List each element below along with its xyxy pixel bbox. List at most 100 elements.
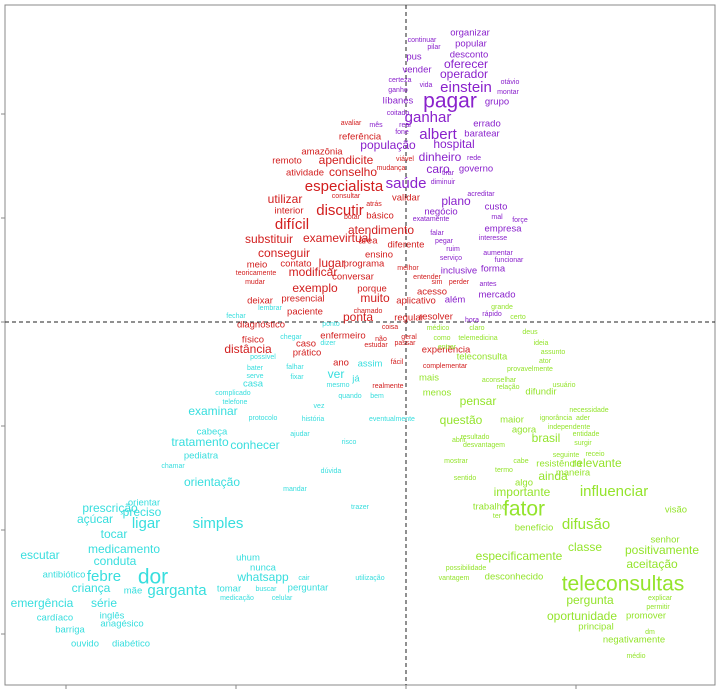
word: área [358, 236, 378, 247]
word: receio [585, 451, 604, 458]
word: teleconsultas [562, 573, 685, 596]
word: muito [360, 291, 390, 305]
word: criança [72, 581, 111, 595]
word: conversar [332, 272, 374, 283]
word: entender [413, 274, 441, 281]
word: cardíaco [37, 613, 73, 624]
word: certeza [389, 77, 412, 84]
word: desvantagem [463, 442, 505, 449]
word: ader [576, 415, 591, 422]
word: não [375, 336, 387, 343]
word: positivamente [625, 543, 699, 557]
word: risco [342, 439, 357, 446]
word: exame [303, 231, 339, 245]
word: tomar [217, 584, 241, 595]
word: ver [328, 367, 345, 381]
word: paciente [287, 307, 323, 318]
word: aplicativo [396, 296, 436, 307]
word: mesmo [327, 382, 350, 389]
word: conhecer [230, 438, 279, 452]
word: empresa [485, 224, 523, 235]
word: dor [138, 566, 168, 589]
word: tratamento [171, 435, 229, 449]
word: ganhar [405, 109, 452, 126]
word: fixar [290, 374, 304, 381]
word: ignorância [540, 415, 572, 422]
word: negativamente [603, 635, 665, 646]
word: líbanes [383, 96, 414, 107]
word: uhum [236, 553, 260, 564]
word: referência [339, 132, 382, 143]
word: viável [396, 156, 414, 163]
word: serve [246, 373, 263, 380]
word: falar [430, 230, 444, 237]
word: custo [485, 202, 508, 213]
word: baratear [464, 129, 499, 140]
word: ensino [365, 250, 393, 261]
word: provavelmente [507, 366, 553, 373]
word: fechar [226, 313, 246, 320]
word: aceitação [626, 557, 678, 571]
word: hospital [433, 137, 474, 151]
word: pegar [435, 238, 454, 245]
word: botar [344, 214, 361, 221]
word: ligar [132, 515, 160, 532]
word: ajudar [290, 431, 310, 438]
word: ainda [538, 469, 568, 483]
word: como [433, 335, 450, 342]
word: meio [247, 260, 268, 271]
word: porque [357, 284, 387, 295]
word: antibiótico [43, 570, 86, 581]
word: cabe [513, 458, 528, 465]
word: ruim [446, 246, 460, 253]
word: especificamente [476, 549, 563, 563]
word: simples [193, 515, 244, 532]
word: perder [449, 279, 470, 286]
word: ponta [343, 310, 373, 324]
word: açúcar [77, 512, 113, 526]
word: amazônia [301, 147, 343, 158]
word: teoricamente [236, 270, 277, 277]
word: tocar [101, 527, 128, 541]
word: rápido [482, 311, 502, 318]
word: bem [370, 393, 384, 400]
word: albert [419, 126, 457, 143]
word: consultar [332, 193, 361, 200]
word: visão [665, 505, 687, 516]
word: oportunidade [547, 609, 617, 623]
word: perguntar [288, 583, 329, 594]
word: prescrição [82, 501, 138, 515]
word: conduta [94, 554, 137, 568]
word: tirar [442, 170, 455, 177]
word: acreditar [467, 191, 495, 198]
word: avaliar [341, 120, 362, 127]
word: vantagem [439, 575, 470, 582]
word: garganta [147, 582, 207, 599]
word: eventualmente [369, 416, 415, 423]
word: fone [395, 129, 409, 136]
word: governo [459, 164, 493, 175]
word: resolver [419, 312, 453, 323]
word: plano [441, 194, 471, 208]
word: certo [510, 314, 526, 321]
word: sentido [454, 475, 477, 482]
word: claro [469, 325, 484, 332]
word: otávio [501, 79, 520, 86]
word: mal [491, 214, 503, 221]
word: vida [420, 82, 433, 89]
word: menos [423, 388, 452, 399]
word: surgir [574, 440, 592, 447]
word: mostrar [444, 458, 468, 465]
word: pus [406, 52, 422, 63]
word: conseguir [258, 246, 310, 260]
word: exatamente [413, 216, 450, 223]
word: hora [465, 317, 479, 324]
word: saúde [386, 175, 427, 192]
word: já [351, 374, 360, 385]
word: dinheiro [419, 150, 462, 164]
word: medicação [220, 595, 254, 602]
word: explicar [648, 595, 673, 602]
word: antes [479, 281, 497, 288]
word: físico [242, 335, 264, 346]
word: difícil [275, 216, 309, 233]
